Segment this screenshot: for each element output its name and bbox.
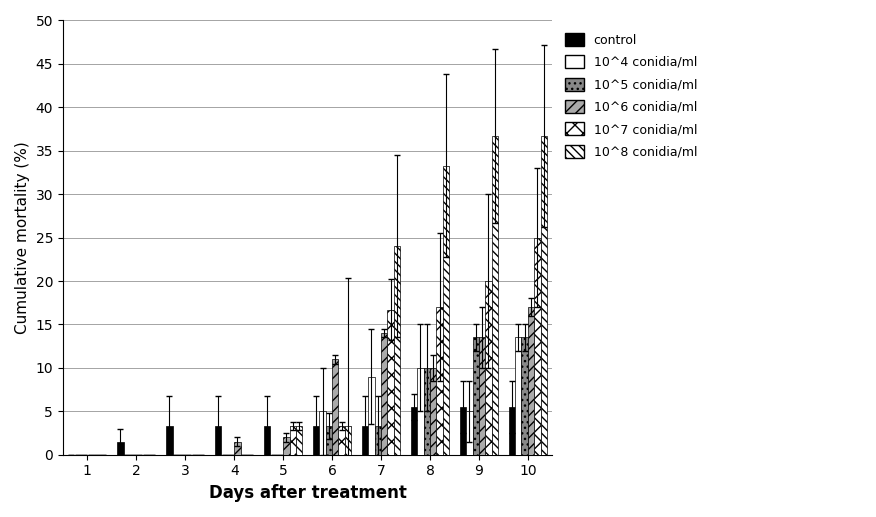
- Bar: [472, 338, 479, 455]
- Bar: [375, 426, 381, 455]
- Bar: [166, 426, 173, 455]
- Y-axis label: Cumulative mortality (%): Cumulative mortality (%): [15, 141, 30, 334]
- Legend: control, 10^4 conidia/ml, 10^5 conidia/ml, 10^6 conidia/ml, 10^7 conidia/ml, 10^: control, 10^4 conidia/ml, 10^5 conidia/m…: [559, 27, 703, 165]
- Bar: [430, 368, 436, 455]
- Bar: [485, 281, 491, 455]
- Bar: [393, 246, 400, 455]
- Bar: [368, 376, 375, 455]
- Bar: [491, 136, 498, 455]
- Bar: [411, 407, 417, 455]
- Bar: [289, 426, 296, 455]
- Bar: [521, 338, 528, 455]
- Bar: [424, 368, 430, 455]
- Bar: [381, 333, 387, 455]
- Bar: [313, 426, 320, 455]
- Bar: [466, 412, 472, 455]
- Bar: [515, 338, 521, 455]
- Bar: [436, 307, 442, 455]
- X-axis label: Days after treatment: Days after treatment: [208, 484, 406, 502]
- Bar: [338, 426, 345, 455]
- Bar: [479, 338, 485, 455]
- Bar: [117, 442, 124, 455]
- Bar: [320, 412, 326, 455]
- Bar: [345, 426, 351, 455]
- Bar: [296, 426, 302, 455]
- Bar: [442, 165, 449, 455]
- Bar: [387, 310, 393, 455]
- Bar: [326, 426, 332, 455]
- Bar: [362, 426, 368, 455]
- Bar: [460, 407, 466, 455]
- Bar: [264, 426, 271, 455]
- Bar: [534, 238, 540, 455]
- Bar: [509, 407, 515, 455]
- Bar: [215, 426, 222, 455]
- Bar: [283, 437, 289, 455]
- Bar: [540, 136, 547, 455]
- Bar: [417, 368, 424, 455]
- Bar: [332, 359, 338, 455]
- Bar: [234, 442, 241, 455]
- Bar: [528, 307, 534, 455]
